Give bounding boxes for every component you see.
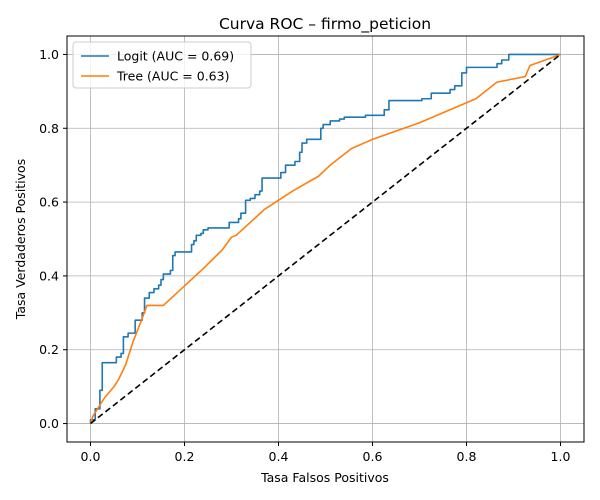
legend-label: Logit (AUC = 0.69) — [117, 49, 234, 64]
series-line-1 — [89, 53, 561, 424]
series-line-0 — [89, 53, 561, 424]
y-tick-label: 0.0 — [39, 416, 59, 431]
x-tick-label: 0.2 — [175, 449, 195, 464]
legend-box — [72, 41, 252, 89]
y-tick-label: 1.0 — [39, 47, 59, 62]
diagonal-reference-line — [90, 53, 561, 425]
x-tick-label: 0.4 — [269, 449, 289, 464]
axis-ticks: 0.0 0.2 0.4 0.6 0.8 1.0 0.0 0.2 0.4 0.6 0.8 1.0 — [39, 47, 570, 464]
x-tick-label: 1.0 — [551, 449, 571, 464]
chart-title: Curva ROC – firmo_peticion — [219, 15, 431, 34]
y-tick-label: 0.6 — [39, 195, 59, 210]
x-tick-label: 0.6 — [363, 449, 383, 464]
series-lines — [89, 53, 561, 425]
legend-label: Tree (AUC = 0.63) — [116, 69, 229, 84]
y-tick-label: 0.4 — [39, 268, 59, 283]
y-tick-label: 0.8 — [39, 121, 59, 136]
plot-frame — [66, 35, 585, 443]
y-tick-label: 0.2 — [39, 342, 59, 357]
x-tick-label: 0.0 — [81, 449, 101, 464]
legend: Logit (AUC = 0.69) Tree (AUC = 0.63) — [72, 41, 252, 89]
y-axis-label: Tasa Verdaderos Positivos — [13, 159, 28, 320]
x-axis-label: Tasa Falsos Positivos — [260, 470, 389, 485]
x-tick-label: 0.8 — [457, 449, 477, 464]
